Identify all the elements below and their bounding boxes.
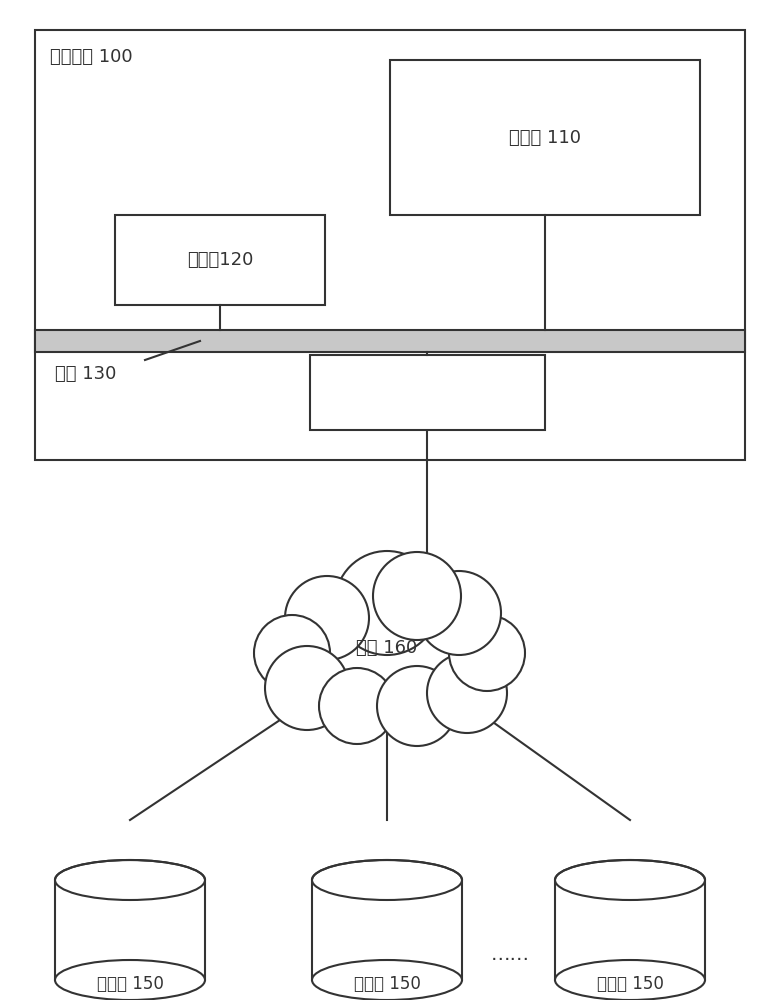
Ellipse shape [265,646,349,730]
Bar [55,880,205,980]
Ellipse shape [555,860,705,900]
Ellipse shape [55,960,205,1000]
Bar [312,880,462,980]
Ellipse shape [377,666,457,746]
Text: 接入设备 140: 接入设备 140 [386,384,468,402]
Text: 总线 130: 总线 130 [55,365,116,383]
Ellipse shape [312,960,462,1000]
Text: ……: …… [491,946,529,964]
Bar [35,30,745,460]
Bar [35,330,745,352]
Ellipse shape [312,860,462,900]
Text: 处理器120: 处理器120 [187,251,253,269]
Text: 数据库 150: 数据库 150 [597,975,663,993]
Ellipse shape [555,960,705,1000]
Ellipse shape [285,576,369,660]
Bar [555,880,705,980]
Ellipse shape [254,615,330,691]
Ellipse shape [335,551,439,655]
Bar [390,60,700,215]
Text: 存储器 110: 存储器 110 [509,129,581,147]
Ellipse shape [427,653,507,733]
Bar [115,215,325,305]
Ellipse shape [449,615,525,691]
Ellipse shape [55,860,205,900]
Bar [310,355,545,430]
Ellipse shape [373,552,461,640]
Text: 数据库 150: 数据库 150 [97,975,164,993]
Ellipse shape [417,571,501,655]
Text: 网络 160: 网络 160 [356,639,418,657]
Ellipse shape [319,668,395,744]
Text: 数据库 150: 数据库 150 [353,975,420,993]
Text: 电子设备 100: 电子设备 100 [50,48,133,66]
